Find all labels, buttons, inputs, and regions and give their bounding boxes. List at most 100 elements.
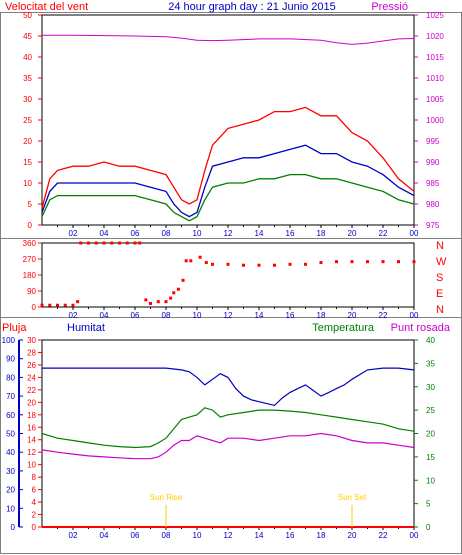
dewpoint-line — [41, 432, 415, 460]
wind-direction-point — [133, 241, 137, 245]
wind-y-tick-label: 25 — [23, 116, 32, 125]
chart-title: 24 hour graph day : 21 Junio 2015 — [168, 1, 336, 13]
x-tick-label: 14 — [255, 311, 264, 320]
x-tick-label: 22 — [379, 229, 388, 238]
x-tick-label: 08 — [162, 311, 171, 320]
x-tick-label: 08 — [162, 531, 171, 540]
x-tick-label: 10 — [193, 531, 202, 540]
wind-y-tick-label: 0 — [28, 221, 33, 230]
wind-y-tick-label: 10 — [23, 179, 32, 188]
wind-gust-line — [41, 106, 415, 209]
panel-2-frame — [0, 238, 462, 318]
wind-direction-point — [381, 260, 385, 264]
temperature-y-tick-label: 20 — [426, 430, 435, 439]
wind-direction-point — [110, 241, 114, 245]
wind-direction-point — [176, 287, 180, 291]
pressure-y-tick-label: 990 — [426, 158, 440, 167]
pressure-y-tick-label: 1005 — [426, 95, 444, 104]
pressure-line — [42, 34, 415, 45]
pressure-y-tick-label: 1000 — [426, 116, 444, 125]
wind-direction-point — [87, 241, 90, 245]
x-tick-label: 20 — [348, 229, 357, 238]
x-tick-label: 18 — [317, 311, 326, 320]
x-tick-label: 00 — [410, 229, 419, 238]
x-tick-label: 06 — [131, 531, 140, 540]
x-tick-label: 20 — [348, 531, 357, 540]
x-tick-label: 16 — [286, 531, 295, 540]
wind-direction-point — [319, 261, 323, 265]
wind-y-tick-label: 20 — [23, 137, 32, 146]
temperature-y-tick-label: 15 — [426, 453, 435, 462]
x-tick-label: 02 — [69, 229, 78, 238]
wind-direction-point — [164, 300, 168, 304]
wind-direction-point — [304, 262, 307, 266]
wind-direction-point — [149, 301, 152, 305]
x-tick-label: 12 — [224, 229, 233, 238]
dewpoint-axis-label: Punt rosada — [391, 322, 451, 334]
header-left-label: Velocitat del vent — [5, 1, 88, 13]
x-tick-label: 14 — [255, 531, 264, 540]
humidity-y-tick-label: 50 — [6, 430, 15, 439]
rain-y-tick-label: 26 — [27, 361, 36, 370]
wind-direction-point — [79, 241, 83, 245]
wind-direction-point — [144, 298, 148, 302]
rain-y-tick-label: 8 — [32, 473, 37, 482]
x-tick-label: 12 — [224, 531, 233, 540]
wind-direction-point — [76, 300, 80, 304]
humidity-y-tick-label: 60 — [6, 411, 15, 420]
sunrise-label: Sun Rise — [150, 493, 183, 502]
wind-direction-point — [71, 303, 75, 307]
humidity-y-tick-label: 20 — [6, 486, 15, 495]
wind-direction-point — [63, 303, 67, 307]
x-tick-label: 04 — [100, 229, 109, 238]
pressure-y-tick-label: 1025 — [426, 11, 444, 20]
rain-y-tick-label: 18 — [27, 411, 36, 420]
compass-label: N — [436, 240, 444, 252]
x-tick-label: 14 — [255, 229, 264, 238]
wind-min-line — [41, 173, 415, 222]
dir-y-tick-label: 180 — [23, 271, 37, 280]
x-tick-label: 08 — [162, 229, 171, 238]
x-tick-label: 04 — [100, 531, 109, 540]
temperature-y-tick-label: 40 — [426, 336, 435, 345]
rain-y-tick-label: 28 — [27, 348, 36, 357]
panel-3-frame — [0, 317, 462, 554]
wind-y-tick-label: 50 — [23, 11, 32, 20]
x-tick-label: 06 — [131, 311, 140, 320]
compass-label: E — [436, 288, 443, 300]
temperature-y-tick-label: 35 — [426, 359, 435, 368]
wind-y-tick-label: 35 — [23, 74, 32, 83]
wind-direction-point — [102, 241, 106, 245]
compass-label: N — [436, 304, 444, 316]
wind-direction-point — [56, 303, 59, 307]
rain-y-tick-label: 0 — [32, 523, 37, 532]
wind-y-tick-label: 5 — [28, 200, 33, 209]
x-tick-label: 04 — [100, 311, 109, 320]
pressure-y-tick-label: 1010 — [426, 74, 444, 83]
wind-direction-plot-area — [41, 242, 415, 308]
dir-y-tick-label: 360 — [23, 239, 37, 248]
wind-direction-point — [350, 260, 354, 264]
rain-y-tick-label: 4 — [32, 498, 37, 507]
wind-direction-point — [366, 260, 369, 264]
wind-plot-area — [41, 14, 415, 226]
rain-y-tick-label: 2 — [32, 511, 37, 520]
pressure-y-tick-label: 980 — [426, 200, 440, 209]
pressure-y-tick-label: 1015 — [426, 53, 444, 62]
rain-y-tick-label: 14 — [27, 436, 36, 445]
pressure-y-tick-label: 1020 — [426, 32, 444, 41]
x-tick-label: 02 — [69, 531, 78, 540]
humidity-y-tick-label: 70 — [6, 392, 15, 401]
wind-direction-point — [335, 260, 338, 264]
rain-y-tick-label: 22 — [27, 386, 36, 395]
wind-direction-point — [242, 263, 245, 267]
compass-label: W — [436, 256, 447, 268]
wind-direction-point — [198, 255, 202, 259]
temperature-y-tick-label: 10 — [426, 476, 435, 485]
x-tick-label: 16 — [286, 311, 295, 320]
x-tick-label: 18 — [317, 531, 326, 540]
panel-1-frame — [0, 12, 462, 239]
wind-y-tick-label: 45 — [23, 32, 32, 41]
